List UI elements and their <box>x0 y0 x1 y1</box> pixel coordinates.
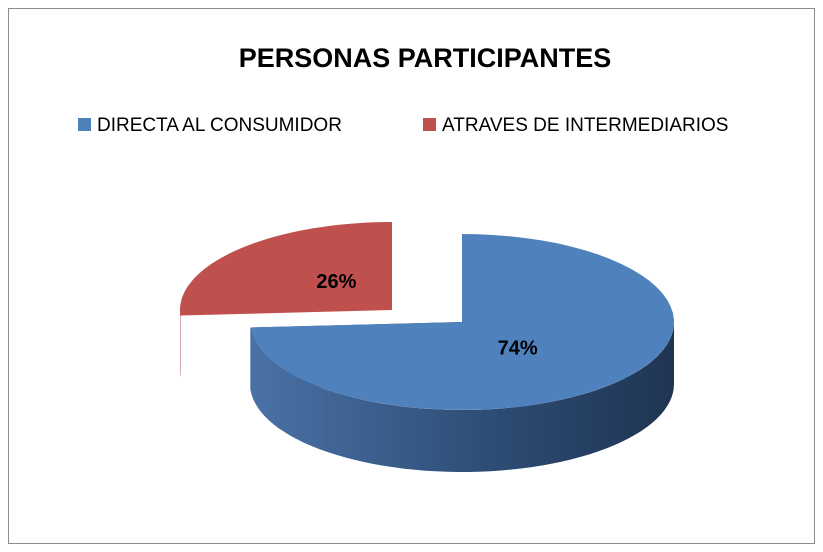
chart-title: PERSONAS PARTICIPANTES <box>239 43 612 73</box>
slice <box>250 234 674 410</box>
data-label: 74% <box>498 337 538 359</box>
legend-label: ATRAVES DE INTERMEDIARIOS <box>442 115 728 136</box>
slice-side <box>250 322 674 472</box>
slice <box>180 222 392 316</box>
legend-label: DIRECTA AL CONSUMIDOR <box>97 115 342 136</box>
legend-swatch <box>78 118 91 131</box>
legend-swatch <box>423 118 436 131</box>
data-label: 26% <box>316 271 356 293</box>
